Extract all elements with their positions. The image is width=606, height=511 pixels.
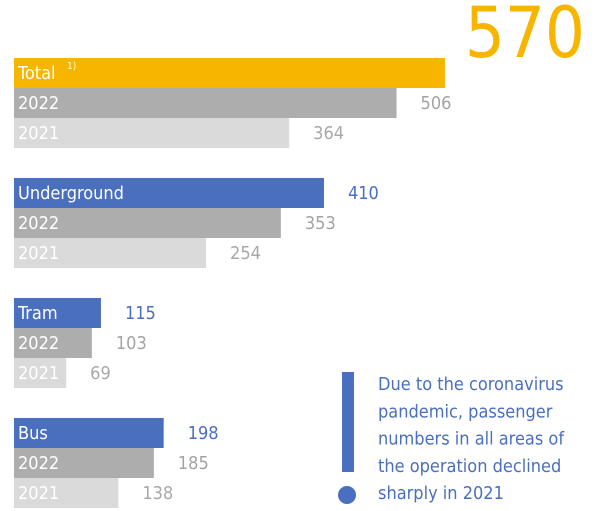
total-value: 570 [465,0,585,74]
series-label: 2022 [18,93,59,114]
note-bar [342,372,354,472]
category-label: Total [17,63,56,84]
value-label: 506 [421,93,452,114]
series-label: 2022 [18,213,59,234]
note-line: pandemic, passenger [378,401,553,422]
bar [14,118,290,148]
category-label: Underground [18,183,124,204]
series-label: 2022 [18,453,59,474]
value-label: 138 [142,483,173,504]
bar [14,298,101,328]
value-label: 364 [313,123,344,144]
note-line: Due to the coronavirus [378,374,564,395]
value-label: 69 [90,363,111,384]
series-label: 2021 [18,243,59,264]
bar [14,88,397,118]
bar [14,358,67,388]
bar [14,178,324,208]
series-label: 2021 [18,123,59,144]
bar [14,418,164,448]
value-label: 115 [125,303,156,324]
value-label: 353 [305,213,336,234]
bar [14,328,92,358]
note-line: sharply in 2021 [378,483,504,504]
series-label: 2021 [18,483,59,504]
category-label: Tram [17,303,58,324]
value-label: 103 [116,333,147,354]
bar [14,58,445,88]
value-label: 254 [230,243,261,264]
bar [14,478,119,508]
note-line: the operation declined [378,456,561,477]
note-line: numbers in all areas of [378,429,565,450]
bar [14,208,281,238]
total-note: 1) [67,61,76,72]
bar [14,238,207,268]
series-label: 2022 [18,333,59,354]
value-label: 410 [348,183,379,204]
value-label: 185 [178,453,209,474]
note-dot [338,486,356,504]
category-label: Bus [18,423,48,444]
series-label: 2021 [18,363,59,384]
value-label: 198 [188,423,219,444]
bar [14,448,154,478]
